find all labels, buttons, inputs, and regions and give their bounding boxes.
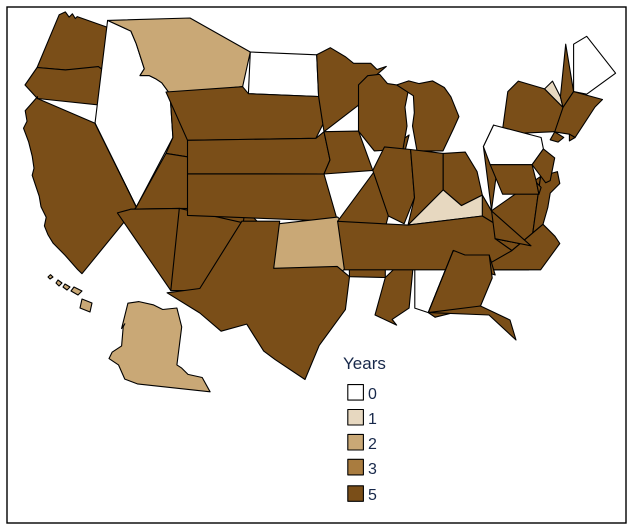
svg-text:3: 3 [368,461,377,478]
svg-text:1: 1 [368,411,377,428]
svg-text:Years: Years [343,354,386,373]
svg-text:5: 5 [368,487,377,504]
svg-text:2: 2 [368,436,377,453]
svg-text:0: 0 [368,386,377,403]
